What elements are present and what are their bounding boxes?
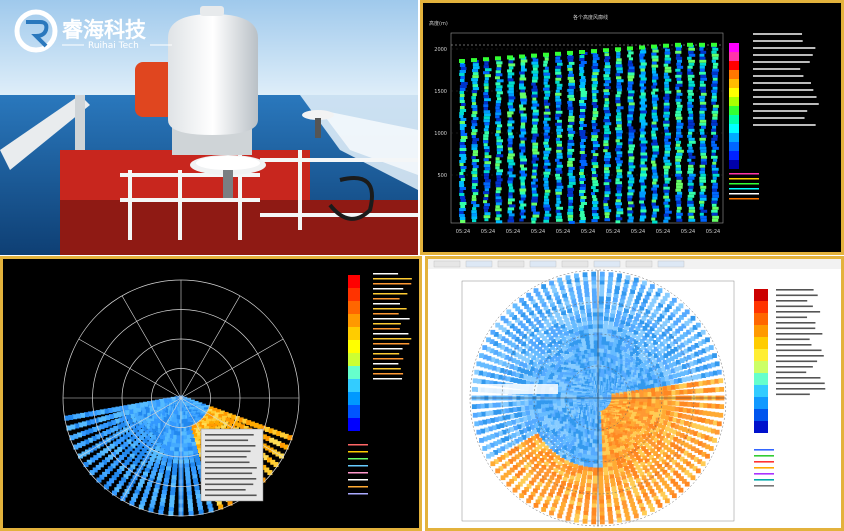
svg-text:各个高度风廓线: 各个高度风廓线 xyxy=(573,14,608,21)
brand-name-cn: 睿海科技 xyxy=(62,18,147,42)
x-tick-label: 05:24 xyxy=(481,229,495,235)
wind-profile-columns xyxy=(459,42,720,224)
x-tick-label: 05:24 xyxy=(656,229,670,235)
x-tick-label: 05:24 xyxy=(456,229,470,235)
x-tick-label: 05:24 xyxy=(581,229,595,235)
brand-name-en: Ruihai Tech xyxy=(88,41,139,51)
company-logo: 睿海科技 Ruihai Tech xyxy=(14,9,172,53)
time-height-colorbar xyxy=(729,43,739,169)
y-tick-label: 500 xyxy=(437,173,447,179)
ppi-toolbar[interactable] xyxy=(433,260,685,268)
x-tick-label: 05:24 xyxy=(556,229,570,235)
time-height-radar-panel: 高度(m) 各个高度风廓线 2000 1500 1000 500 05:24 05:24… xyxy=(420,0,844,255)
x-tick-label: 05:24 xyxy=(631,229,645,235)
y-tick-label: 1000 xyxy=(434,131,447,137)
ppi-light-chart xyxy=(428,259,841,527)
x-tick-label: 05:24 xyxy=(606,229,620,235)
ppi-dark-chart xyxy=(62,273,412,517)
x-tick-label: 05:24 xyxy=(506,229,520,235)
x-tick-label: 05:24 xyxy=(681,229,695,235)
y-tick-label: 2000 xyxy=(434,47,447,53)
x-tick-label: 05:24 xyxy=(531,229,545,235)
ppi-scan-light-panel xyxy=(425,256,844,531)
x-tick-label: 05:24 xyxy=(706,229,720,235)
ppi-light-colorbar xyxy=(754,289,768,433)
time-height-chart: 高度(m) 各个高度风廓线 2000 1500 1000 500 05:24 05:24… xyxy=(429,14,819,235)
svg-text:高度(m): 高度(m) xyxy=(429,20,448,27)
y-tick-label: 1500 xyxy=(434,89,447,95)
ppi-scan-dark-panel xyxy=(0,256,422,531)
ppi-dark-colorbar xyxy=(348,275,360,431)
photo-illustration: 睿海科技 Ruihai Tech xyxy=(0,0,418,255)
ship-radar-photo: 睿海科技 Ruihai Tech xyxy=(0,0,418,255)
